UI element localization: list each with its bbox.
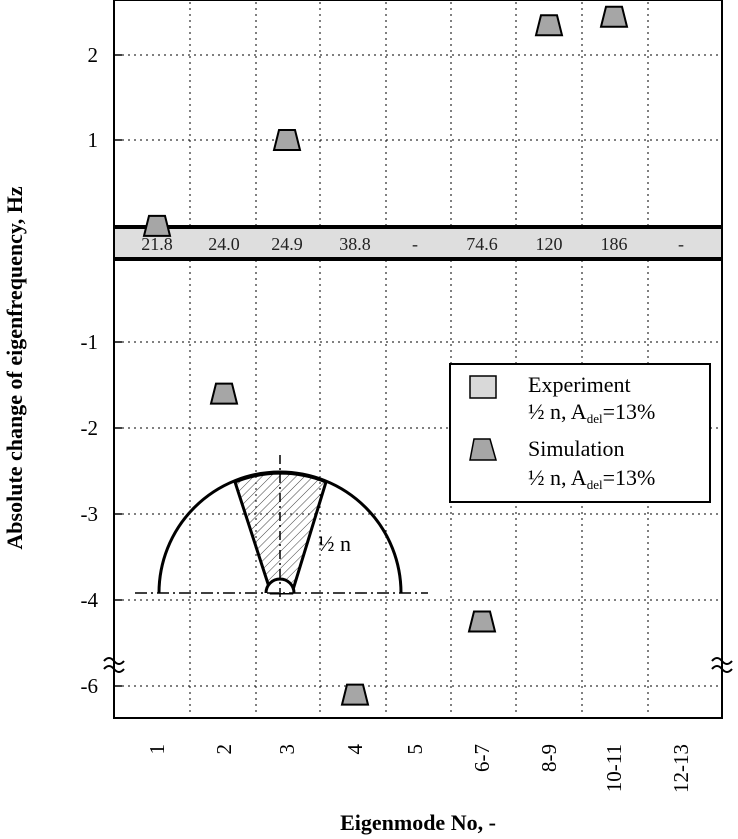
reference-band	[114, 225, 722, 261]
simulation-point-4	[340, 683, 370, 706]
axis-break-right	[711, 657, 733, 673]
reference-frequency-value: 74.6	[466, 234, 498, 254]
inset-half-disc-diagram: ½ n	[135, 455, 428, 600]
simulation-point-2	[209, 382, 239, 405]
y-tick-label: -1	[81, 330, 99, 354]
x-tick-label: 5	[403, 744, 427, 755]
simulation-point-1	[142, 214, 172, 237]
y-tick-label: -2	[81, 416, 99, 440]
reference-frequency-value: -	[678, 234, 684, 254]
legend: Experiment ½ n, Adel=13% Simulation ½ n,…	[449, 363, 711, 503]
x-tick-label: 6-7	[470, 744, 494, 772]
y-tick-label: -3	[81, 502, 99, 526]
reference-frequency-value: 21.8	[141, 234, 173, 254]
legend-simulation-sub: ½ n, Adel=13%	[528, 465, 655, 492]
legend-experiment-label: Experiment	[528, 372, 631, 397]
reference-frequency-value: 24.0	[208, 234, 240, 254]
legend-simulation-label: Simulation	[528, 436, 625, 461]
simulation-point-10-11	[599, 5, 629, 28]
reference-frequencies: 21.8 24.0 24.9 38.8 - 74.6 120 186 -	[141, 234, 684, 254]
x-tick-label: 1	[145, 744, 169, 755]
axis-break-left	[103, 657, 125, 673]
y-tick-label: 2	[88, 43, 99, 67]
y-tick-label: 1	[88, 128, 99, 152]
legend-simulation-marker	[469, 438, 497, 461]
grid	[116, 2, 720, 716]
y-tick-label: -6	[81, 674, 99, 698]
x-tick-label: 3	[275, 744, 299, 755]
legend-experiment-marker	[469, 375, 497, 399]
x-tick-label: 8-9	[537, 744, 561, 772]
reference-frequency-value: 120	[536, 234, 563, 254]
x-tick-label: 2	[212, 744, 236, 755]
x-tick-label: 10-11	[602, 744, 626, 792]
legend-experiment-sub: ½ n, Adel=13%	[528, 399, 655, 426]
reference-frequency-value: 186	[601, 234, 628, 254]
x-tick-label: 4	[343, 744, 367, 755]
y-tick-label: -4	[81, 588, 99, 612]
simulation-point-8-9	[534, 14, 564, 37]
x-axis-title: Eigenmode No, -	[340, 810, 496, 835]
simulation-point-6-7	[467, 610, 497, 633]
x-tick-label: 12-13	[669, 744, 693, 793]
simulation-point-3	[272, 129, 302, 151]
reference-frequency-value: -	[412, 234, 418, 254]
plot-frame	[113, 0, 723, 719]
y-axis-title: Absolute change of eigenfrequency, Hz	[2, 186, 27, 549]
reference-frequency-value: 24.9	[271, 234, 303, 254]
reference-frequency-value: 38.8	[339, 234, 371, 254]
inset-label: ½ n	[318, 531, 351, 556]
